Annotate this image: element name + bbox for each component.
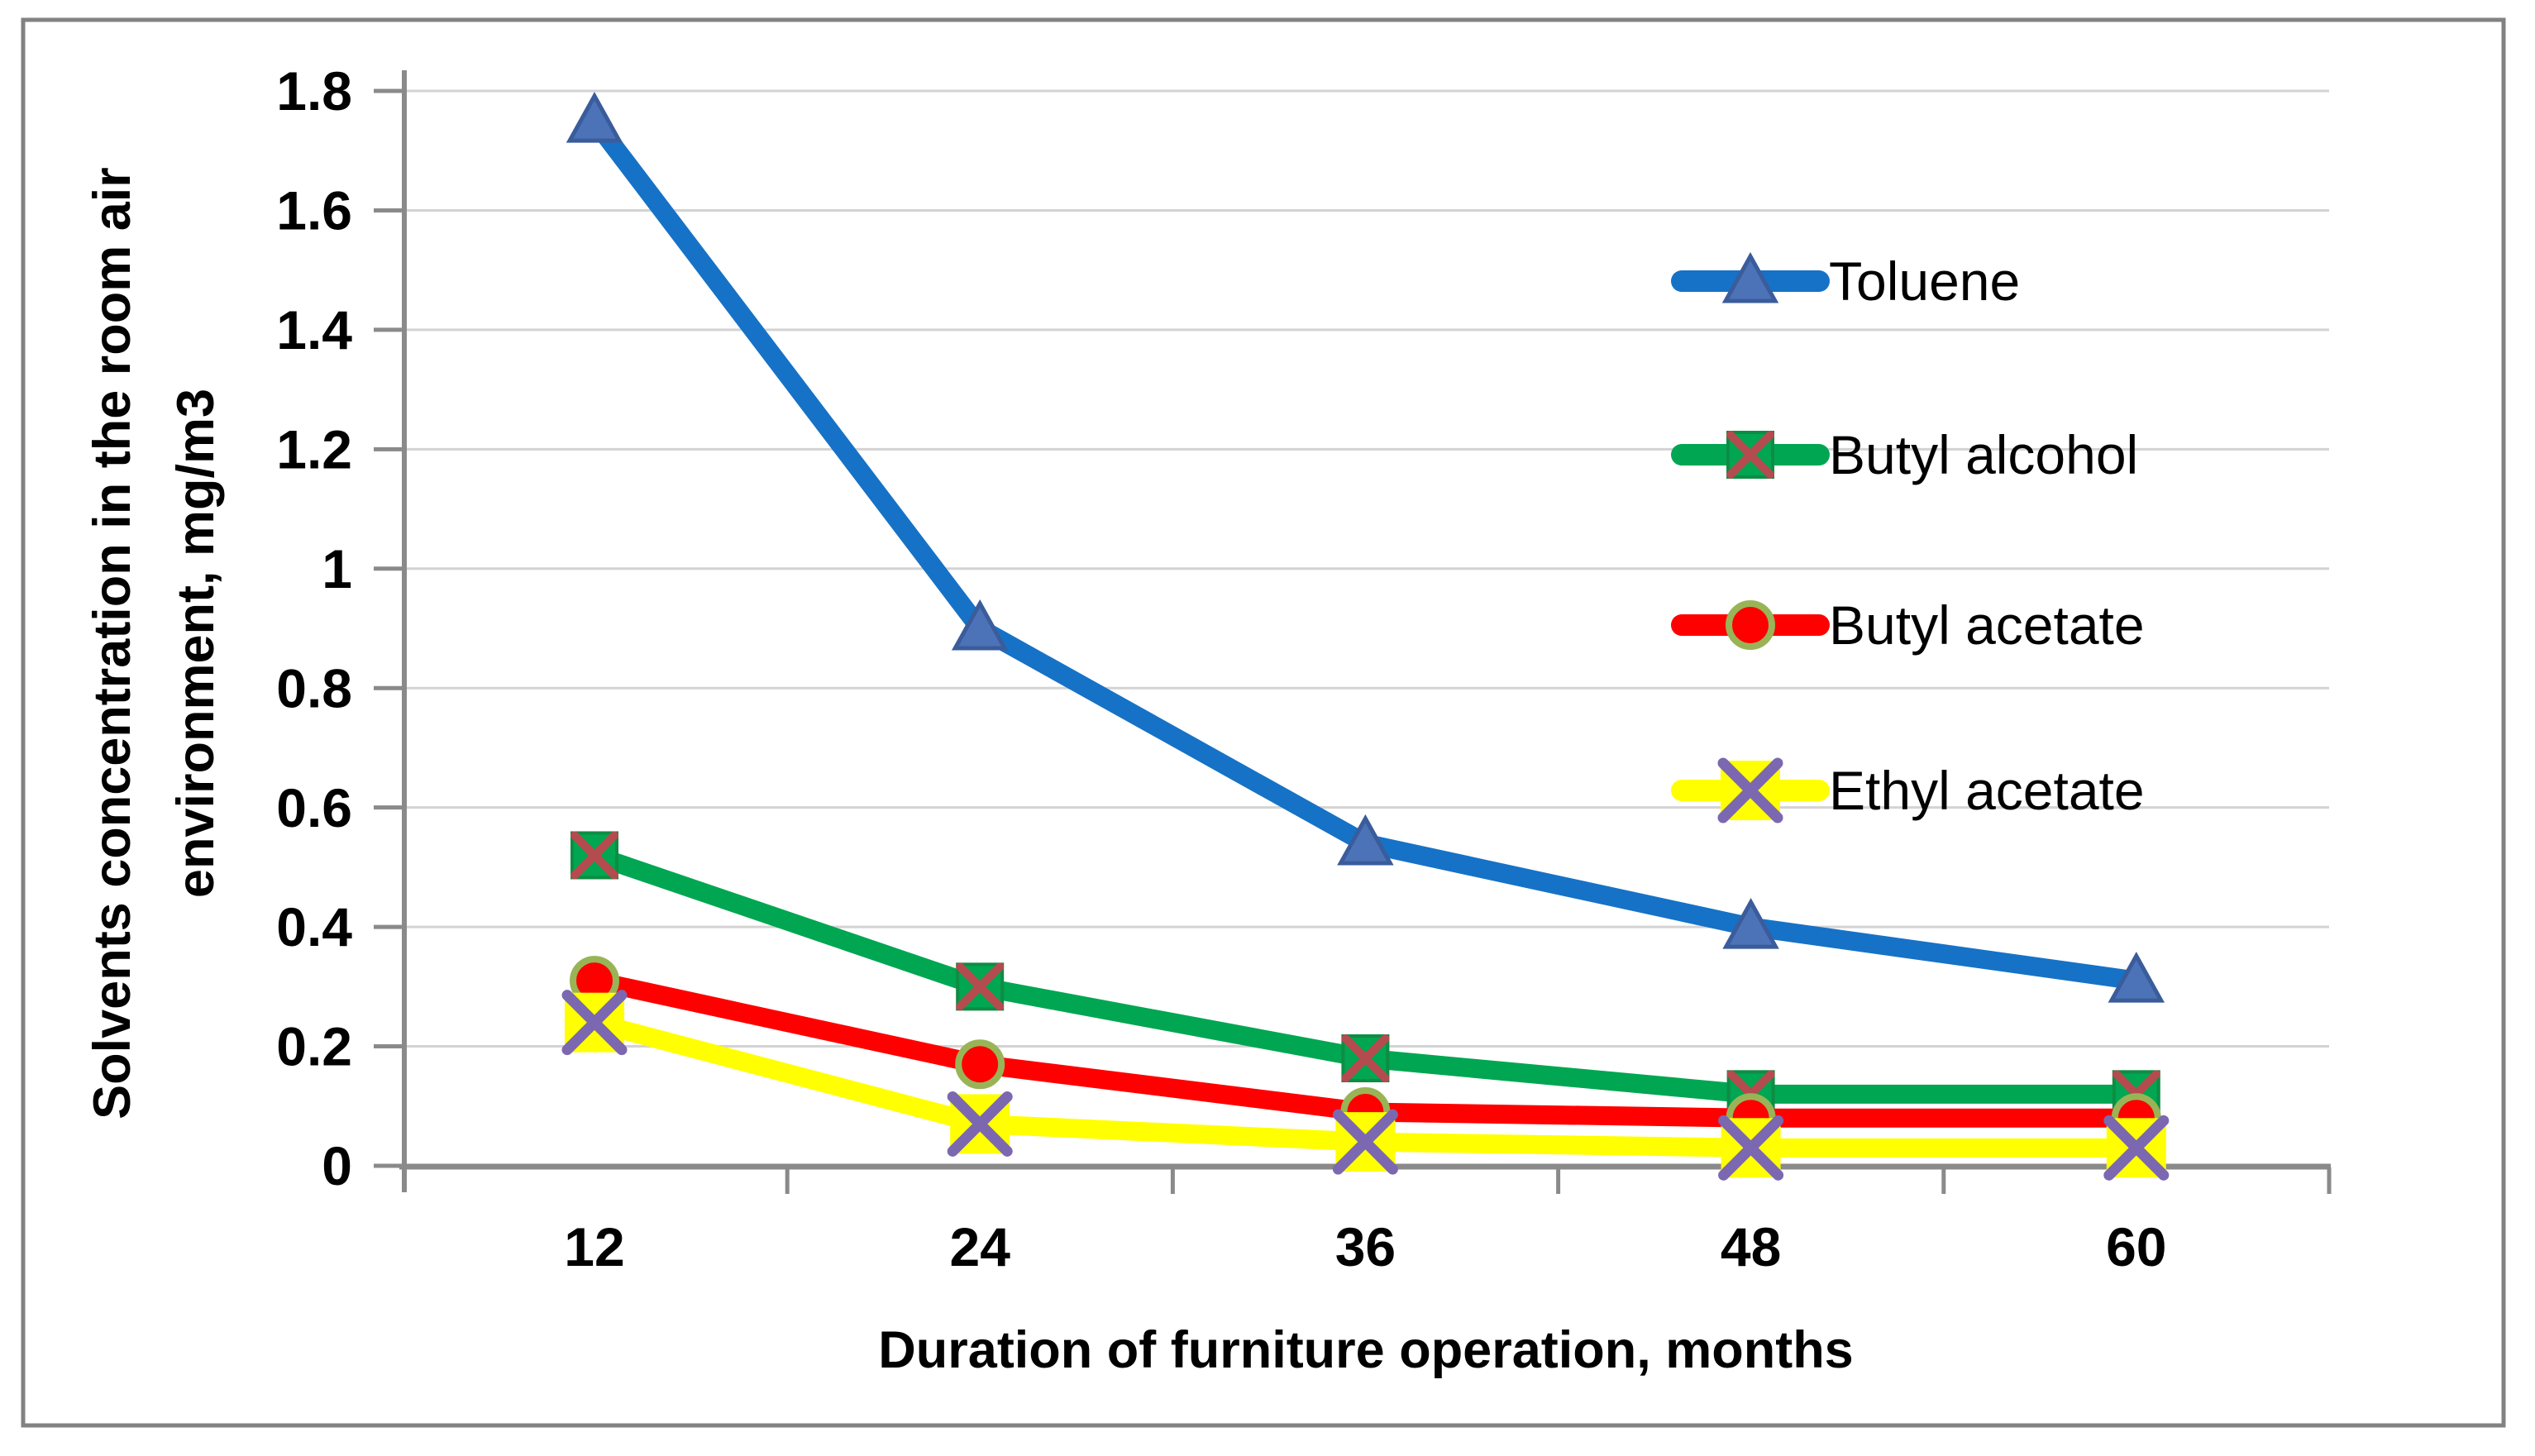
x-square-marker-cross (1332, 1109, 1398, 1175)
x-square-marker-cross (1717, 757, 1783, 823)
square-x-marker-cross (956, 962, 1005, 1011)
legend-label-butyl-acetate: Butyl acetate (1829, 594, 2145, 656)
triangle-marker (1721, 251, 1779, 303)
y-tick-label: 0.2 (276, 1016, 352, 1077)
y-tick-label: 1.6 (276, 180, 352, 241)
y-tick-label: 0.6 (276, 777, 352, 838)
y-tick-label: 1 (322, 538, 352, 599)
x-tick-label: 36 (1335, 1216, 1396, 1277)
y-tick-label: 1.8 (276, 60, 352, 122)
x-square-marker-cross (561, 990, 628, 1056)
triangle-marker (951, 599, 1009, 651)
legend-label-ethyl-acetate: Ethyl acetate (1829, 760, 2145, 821)
square-x-marker-cross (1341, 1034, 1390, 1082)
triangle-marker (566, 92, 623, 143)
square-x-marker-cross (1726, 431, 1774, 479)
y-tick-label: 0.4 (276, 896, 352, 957)
x-square-marker-cross (2103, 1115, 2170, 1181)
x-tick-label: 60 (2106, 1216, 2166, 1277)
x-tick-label: 48 (1721, 1216, 1781, 1277)
x-tick-label: 24 (949, 1216, 1010, 1277)
outer-border (21, 17, 2506, 1428)
triangle-marker (1722, 897, 1779, 949)
triangle-marker (1337, 814, 1394, 866)
y-tick-label: 0.8 (276, 657, 352, 718)
legend-label-butyl-alcohol: Butyl alcohol (1829, 424, 2138, 485)
y-tick-label: 1.4 (276, 299, 352, 360)
x-square-marker-cross (1718, 1115, 1784, 1181)
y-tick-label: 0 (322, 1135, 352, 1196)
circle-marker (1726, 600, 1775, 650)
circle-marker (955, 1039, 1005, 1090)
y-tick-label: 1.2 (276, 418, 352, 480)
y-axis-title: Solvents concentration in the room air e… (84, 167, 225, 1119)
x-axis-title: Duration of furniture operation, months (878, 1321, 1854, 1379)
triangle-marker (2108, 951, 2165, 1003)
x-tick-label: 12 (564, 1216, 624, 1277)
x-square-marker-cross (947, 1091, 1013, 1157)
square-x-marker-cross (570, 831, 618, 880)
legend-label-toluene: Toluene (1829, 251, 2020, 312)
